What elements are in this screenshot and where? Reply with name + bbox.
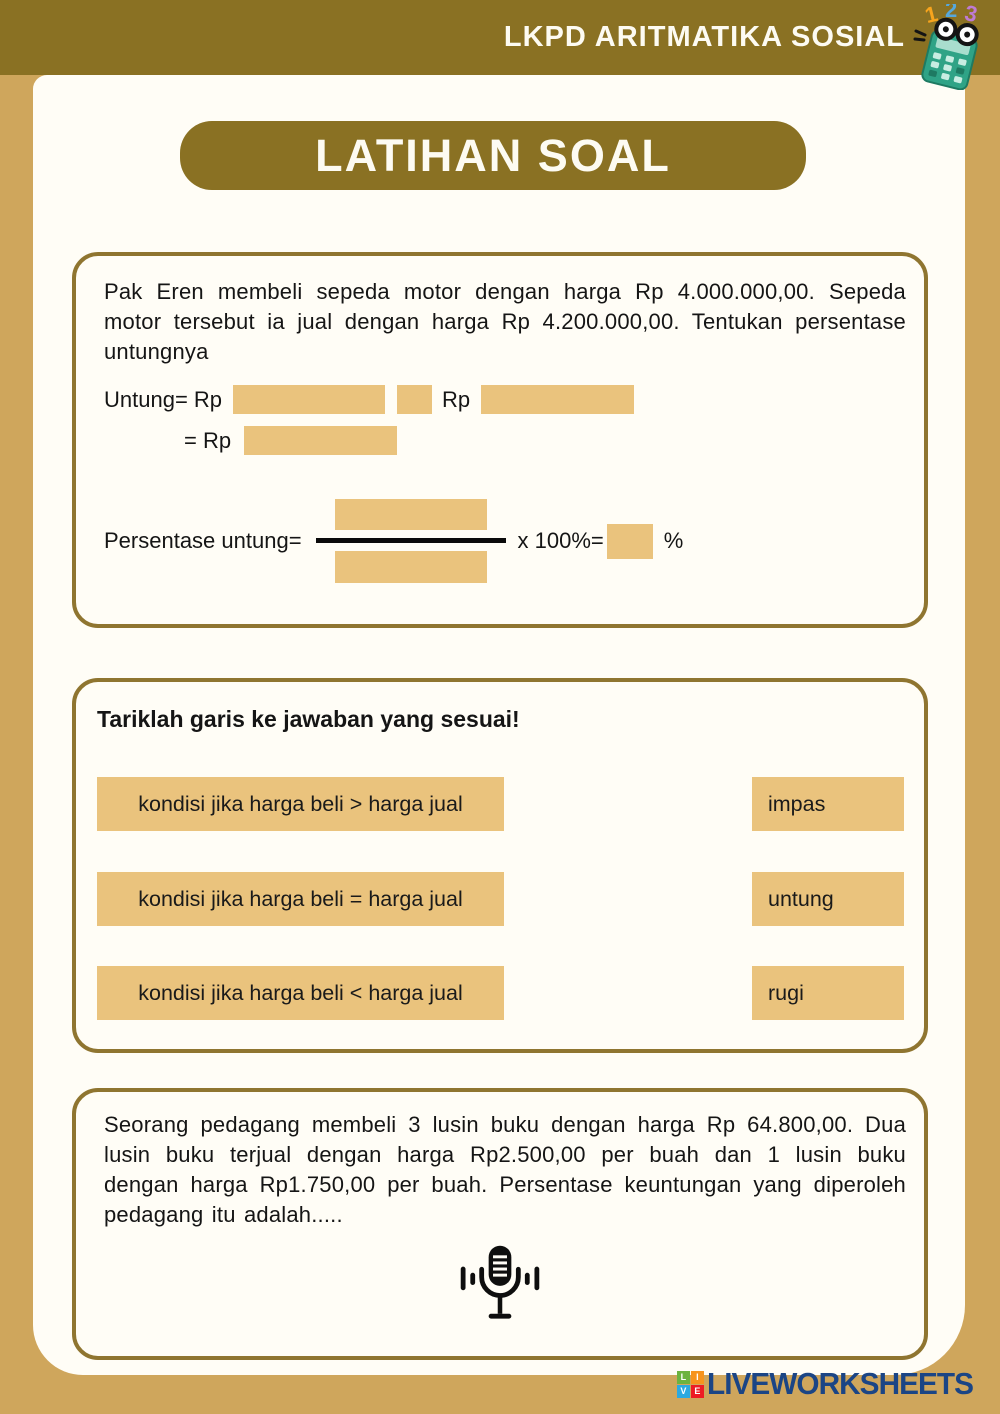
microphone-icon[interactable] (452, 1244, 548, 1326)
answer-box-percent-result[interactable] (606, 523, 653, 559)
fraction (315, 499, 506, 583)
match-left-option-3[interactable]: kondisi jika harga beli < harga jual (97, 966, 504, 1020)
fraction-bar (315, 538, 506, 543)
answer-box-selling-price[interactable] (233, 385, 386, 414)
answer-box-buying-price[interactable] (481, 385, 635, 414)
match-left-option-1[interactable]: kondisi jika harga beli > harga jual (97, 777, 504, 831)
calculator-mascot-icon: 1 2 3 (913, 4, 980, 90)
worksheet-title: LKPD ARITMATIKA SOSIAL (503, 21, 905, 53)
logo-square-i: I (690, 1370, 704, 1384)
answer-box-denominator[interactable] (334, 551, 487, 583)
match-right-option-untung[interactable]: untung (752, 872, 904, 926)
problem1-card: Pak Eren membeli sepeda motor dengan har… (72, 252, 928, 628)
answer-box-operator[interactable] (397, 385, 433, 414)
liveworksheets-logo[interactable]: L I V E LIVEWORKSHEETS (676, 1366, 984, 1402)
page-title-pill: LATIHAN SOAL (180, 121, 806, 190)
digit-two: 2 (945, 4, 957, 22)
answer-box-profit[interactable] (244, 426, 398, 455)
persentase-label: Persentase untung= (104, 528, 302, 553)
problem2-text: Seorang pedagang membeli 3 lusin buku de… (104, 1112, 906, 1227)
untung-row: Untung= Rp Rp (104, 385, 635, 414)
logo-square-v: V (676, 1384, 690, 1398)
answer-box-numerator[interactable] (334, 499, 487, 530)
matching-card: Tariklah garis ke jawaban yang sesuai! k… (72, 678, 928, 1053)
untung-result-row: = Rp (184, 426, 398, 455)
untung-label: Untung= Rp (104, 386, 223, 412)
brand-name: LIVEWORKSHEETS (706, 1366, 974, 1401)
rp-label: Rp (442, 386, 471, 412)
digit-three: 3 (962, 4, 979, 27)
top-header-bar: LKPD ARITMATIKA SOSIAL (0, 0, 1000, 75)
percentage-row: Persentase untung= x 100%= % (104, 499, 683, 583)
page-title: LATIHAN SOAL (315, 129, 671, 181)
problem2-card: Seorang pedagang membeli 3 lusin buku de… (72, 1088, 928, 1360)
problem1-text: Pak Eren membeli sepeda motor dengan har… (104, 279, 906, 364)
speed-lines-icon (913, 29, 927, 42)
logo-square-l: L (676, 1370, 690, 1384)
match-left-option-2[interactable]: kondisi jika harga beli = harga jual (97, 872, 504, 926)
times-100-label: x 100%= (517, 528, 604, 553)
percent-label: % (663, 528, 684, 553)
digit-one: 1 (922, 4, 940, 28)
match-right-option-impas[interactable]: impas (752, 777, 904, 831)
equals-rp-label: = Rp (184, 427, 232, 453)
liveworksheets-squares-icon: L I V E (676, 1370, 704, 1398)
logo-square-e: E (690, 1384, 704, 1398)
match-right-option-rugi[interactable]: rugi (752, 966, 904, 1020)
matching-instruction: Tariklah garis ke jawaban yang sesuai! (97, 706, 520, 732)
